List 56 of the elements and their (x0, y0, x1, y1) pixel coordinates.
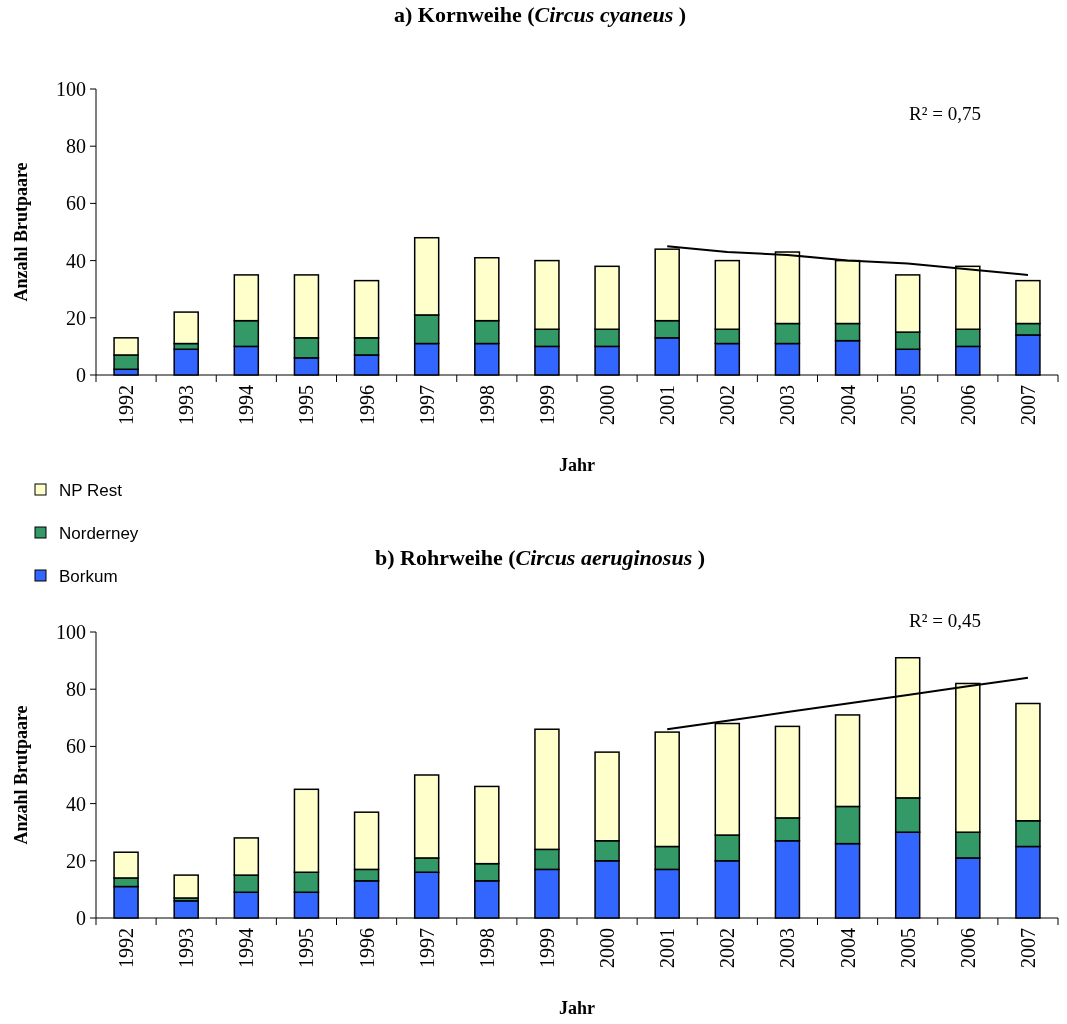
x-tick-label: 1999 (535, 385, 558, 425)
y-tick-label: 80 (66, 678, 86, 701)
text: R² = 0,45 (909, 610, 981, 631)
x-tick-label: 2007 (1016, 385, 1039, 425)
y-axis-title: Anzahl Brutpaare (11, 705, 31, 845)
x-tick-label: 1997 (415, 385, 438, 425)
x-tick-label: 2003 (776, 385, 799, 425)
x-tick-label: 1992 (115, 928, 138, 968)
y-tick-label: 80 (66, 135, 86, 158)
x-tick-label: 2001 (656, 928, 679, 968)
x-tick-label: 1994 (235, 928, 258, 968)
x-tick-label: 1994 (235, 385, 258, 425)
y-axis-title: Anzahl Brutpaare (11, 162, 31, 302)
y-tick-label: 60 (66, 735, 86, 758)
y-tick-label: 0 (76, 907, 86, 929)
x-tick-label: 2001 (656, 385, 679, 425)
y-tick-label: 40 (66, 249, 86, 272)
y-tick-label: 60 (66, 192, 86, 215)
legend-label: NP Rest (59, 480, 123, 500)
y-tick-label: 100 (56, 621, 86, 643)
x-tick-label: 2000 (596, 928, 619, 968)
x-tick-label: 2007 (1016, 928, 1039, 968)
x-tick-label: 2006 (956, 928, 979, 968)
y-tick-label: 0 (76, 364, 86, 386)
y-tick-label: 20 (66, 849, 86, 872)
y-tick-label: 40 (66, 792, 86, 815)
annotation: R² = 0,75 (909, 103, 981, 124)
x-tick-label: 1995 (295, 385, 318, 425)
legend-label: Borkum (59, 566, 118, 586)
x-tick-label: 2000 (596, 385, 619, 425)
x-tick-label: 1993 (175, 385, 198, 425)
x-tick-label: 1993 (175, 928, 198, 968)
x-tick-label: 1995 (295, 928, 318, 968)
x-axis-title: Jahr (559, 455, 596, 475)
x-tick-label: 1999 (535, 928, 558, 968)
x-tick-label: 2006 (956, 385, 979, 425)
x-tick-label: 2003 (776, 928, 799, 968)
x-tick-label: 2004 (836, 928, 859, 968)
x-tick-label: 2002 (716, 385, 739, 425)
x-tick-label: 1997 (415, 928, 438, 968)
bar (173, 874, 199, 899)
chart-title: a) Kornweihe (Circus cyaneus ) (393, 2, 687, 27)
legend-label: Norderney (59, 523, 139, 543)
x-tick-label: 2005 (896, 928, 919, 968)
x-tick-label: 2004 (836, 385, 859, 425)
x-axis-title: Jahr (559, 998, 596, 1018)
x-tick-label: 1998 (475, 928, 498, 968)
x-tick-label: 1996 (355, 928, 378, 968)
y-tick-label: 100 (56, 78, 86, 100)
y-tick-label: 20 (66, 306, 86, 329)
chart-title: b) Rohrweihe (Circus aeruginosus ) (374, 545, 706, 570)
x-tick-label: 1998 (475, 385, 498, 425)
x-tick-label: 2005 (896, 385, 919, 425)
x-tick-label: 2002 (716, 928, 739, 968)
x-tick-label: 1992 (115, 385, 138, 425)
x-tick-label: 1996 (355, 385, 378, 425)
